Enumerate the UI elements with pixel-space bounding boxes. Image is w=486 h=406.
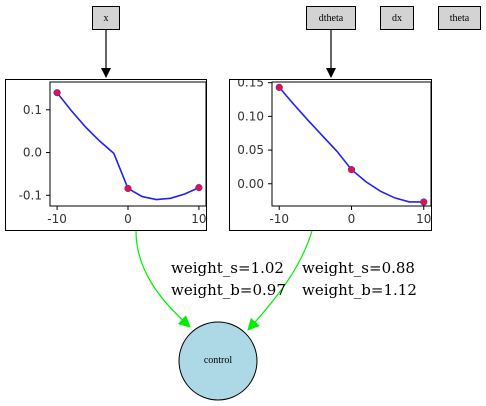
input-node-x-label: x: [103, 12, 109, 24]
y-tick-label: 0.15: [237, 80, 264, 90]
left-weight-s: weight_s=1.02: [171, 259, 284, 277]
y-tick-label: 0.10: [237, 109, 264, 123]
y-tick-label: 0.00: [237, 177, 264, 191]
y-tick-label: 0.05: [237, 143, 264, 157]
x-tick-label: 10: [191, 212, 206, 226]
x-tick-label: 10: [416, 212, 431, 226]
right-weight-b: weight_b=1.12: [302, 281, 417, 299]
input-node-theta-label: theta: [449, 12, 470, 24]
input-node-theta[interactable]: theta: [438, 6, 481, 30]
y-tick-label: 0.1: [23, 103, 42, 117]
left-activation-plot: -10 0 10 0.1 0.0 -0.1: [19, 81, 207, 226]
control-point: [195, 184, 203, 192]
right-plot-panel[interactable]: -10 0 10 0.15 0.10 0.05 0.00: [229, 79, 432, 231]
control-point: [420, 198, 428, 206]
control-node-label: control: [203, 355, 233, 366]
input-node-dtheta[interactable]: dtheta: [306, 6, 356, 30]
y-tick-label: -0.1: [19, 188, 42, 202]
input-node-x[interactable]: x: [92, 6, 120, 30]
control-point: [347, 166, 356, 174]
left-edge-weights: weight_s=1.02 weight_b=0.97: [171, 257, 286, 301]
plot-frame: [271, 81, 432, 207]
activation-curve: [278, 86, 424, 203]
control-point: [275, 83, 283, 91]
left-weight-b: weight_b=0.97: [171, 281, 286, 299]
input-node-dtheta-label: dtheta: [318, 12, 344, 24]
x-tick-label: 0: [124, 212, 132, 226]
x-tick-label: 0: [348, 212, 356, 226]
input-node-dx-label: dx: [392, 12, 402, 24]
activation-curve: [56, 92, 200, 201]
x-tick-label: -10: [47, 212, 67, 226]
right-edge-weights: weight_s=0.88 weight_b=1.12: [302, 257, 417, 301]
right-weight-s: weight_s=0.88: [302, 259, 415, 277]
control-point: [124, 184, 132, 193]
left-plot-panel[interactable]: -10 0 10 0.1 0.0 -0.1: [5, 79, 207, 231]
right-activation-plot: -10 0 10 0.15 0.10 0.05 0.00: [237, 80, 432, 226]
x-tick-label: -10: [269, 212, 289, 226]
y-tick-label: 0.0: [23, 146, 42, 160]
control-point: [53, 89, 61, 97]
input-node-dx[interactable]: dx: [380, 6, 414, 30]
